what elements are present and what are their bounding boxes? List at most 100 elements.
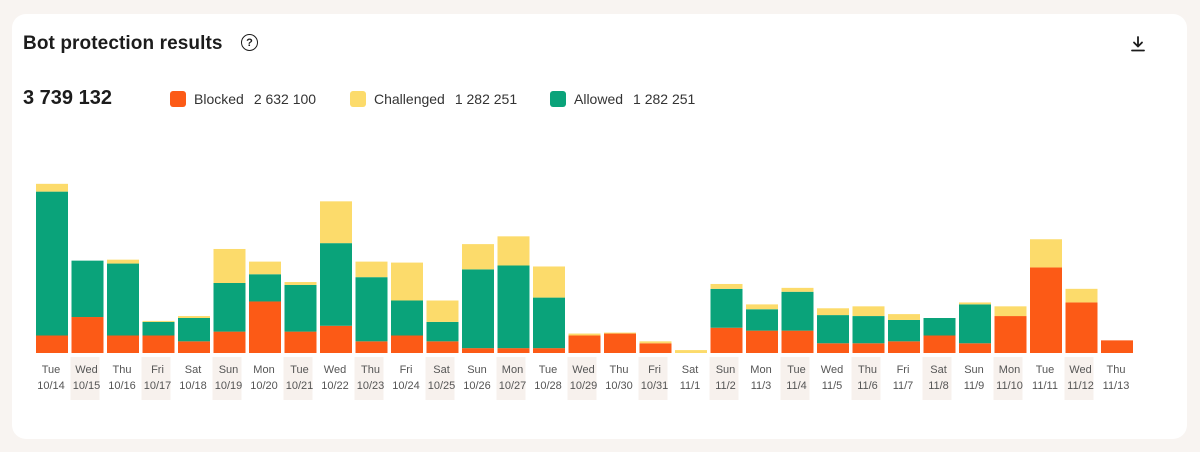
- bar-blocked-15[interactable]: [568, 335, 601, 354]
- bar-challenged-22[interactable]: [817, 308, 849, 316]
- bar-challenged-6[interactable]: [249, 261, 281, 275]
- bar-allowed-7[interactable]: [284, 284, 317, 332]
- bar-allowed-1[interactable]: [71, 260, 104, 318]
- bar-challenged-24[interactable]: [888, 314, 920, 320]
- bar-challenged-14[interactable]: [533, 266, 565, 298]
- bar-challenged-23[interactable]: [852, 306, 885, 317]
- bar-challenged-8[interactable]: [320, 201, 352, 244]
- bar-allowed-24[interactable]: [888, 319, 920, 342]
- bar-challenged-21[interactable]: [781, 287, 814, 292]
- bar-challenged-27[interactable]: [994, 306, 1027, 317]
- bar-challenged-15[interactable]: [568, 333, 601, 336]
- total-requests: 3 739 132: [23, 87, 112, 109]
- bar-challenged-19[interactable]: [710, 283, 743, 289]
- bar-challenged-11[interactable]: [426, 300, 459, 322]
- bar-challenged-5[interactable]: [213, 248, 246, 283]
- bar-blocked-30[interactable]: [1101, 340, 1133, 353]
- bar-challenged-13[interactable]: [497, 236, 530, 266]
- bar-blocked-28[interactable]: [1030, 267, 1062, 353]
- bar-challenged-7[interactable]: [284, 282, 317, 285]
- tick-label-day: Wed: [324, 364, 346, 376]
- bar-blocked-24[interactable]: [888, 341, 920, 353]
- bar-allowed-14[interactable]: [533, 297, 565, 349]
- bar-allowed-6[interactable]: [249, 274, 281, 302]
- bar-challenged-16[interactable]: [604, 332, 636, 334]
- bar-blocked-25[interactable]: [923, 335, 956, 354]
- bar-challenged-0[interactable]: [36, 183, 68, 192]
- bar-allowed-12[interactable]: [462, 269, 494, 349]
- bar-blocked-11[interactable]: [426, 341, 459, 353]
- bar-allowed-0[interactable]: [36, 191, 68, 336]
- tick-label-date: 11/1: [680, 380, 701, 392]
- download-icon[interactable]: [1129, 35, 1147, 53]
- bar-blocked-5[interactable]: [213, 331, 246, 353]
- bar-allowed-23[interactable]: [852, 316, 885, 344]
- bar-challenged-2[interactable]: [107, 259, 139, 264]
- tick-label-date: 11/4: [786, 380, 807, 392]
- bar-challenged-26[interactable]: [959, 302, 991, 305]
- bar-allowed-25[interactable]: [923, 318, 956, 336]
- bar-blocked-7[interactable]: [284, 331, 317, 353]
- bar-blocked-12[interactable]: [462, 348, 494, 353]
- bar-challenged-28[interactable]: [1030, 239, 1062, 268]
- bar-blocked-6[interactable]: [249, 301, 281, 353]
- bar-blocked-3[interactable]: [142, 335, 175, 354]
- bar-blocked-19[interactable]: [710, 327, 743, 353]
- tick-label-date: 10/29: [570, 380, 598, 392]
- bar-blocked-1[interactable]: [71, 317, 104, 353]
- bar-blocked-17[interactable]: [639, 343, 672, 353]
- bar-blocked-8[interactable]: [320, 325, 352, 353]
- bar-allowed-3[interactable]: [142, 321, 175, 336]
- tick-highlight: [851, 357, 881, 400]
- tick-highlight: [780, 357, 810, 400]
- bar-blocked-16[interactable]: [604, 333, 636, 353]
- bar-allowed-8[interactable]: [320, 243, 352, 326]
- bar-allowed-5[interactable]: [213, 283, 246, 332]
- tick-label-date: 11/9: [964, 380, 985, 392]
- bar-challenged-18[interactable]: [675, 350, 707, 353]
- bar-allowed-19[interactable]: [710, 288, 743, 328]
- bar-blocked-27[interactable]: [994, 316, 1027, 353]
- legend-value: 2 632 100: [253, 91, 317, 107]
- bar-allowed-20[interactable]: [746, 309, 778, 331]
- bar-challenged-17[interactable]: [639, 341, 672, 344]
- bar-allowed-4[interactable]: [178, 318, 210, 342]
- bar-allowed-22[interactable]: [817, 315, 849, 344]
- bar-challenged-9[interactable]: [355, 261, 388, 278]
- bar-blocked-26[interactable]: [959, 343, 991, 353]
- bar-blocked-2[interactable]: [107, 335, 139, 354]
- bar-allowed-21[interactable]: [781, 291, 814, 331]
- bar-blocked-22[interactable]: [817, 343, 849, 353]
- tick-highlight: [709, 357, 739, 400]
- card-title: Bot protection results: [23, 33, 223, 54]
- bar-challenged-20[interactable]: [746, 304, 778, 310]
- tick-label-day: Mon: [999, 364, 1020, 376]
- bar-allowed-9[interactable]: [355, 277, 388, 342]
- bar-allowed-13[interactable]: [497, 265, 530, 349]
- bar-blocked-9[interactable]: [355, 341, 388, 353]
- bar-allowed-11[interactable]: [426, 321, 459, 342]
- tick-label-day: Fri: [151, 364, 164, 376]
- bar-blocked-29[interactable]: [1065, 302, 1098, 353]
- tick-highlight: [922, 357, 952, 400]
- bar-challenged-3[interactable]: [142, 320, 175, 322]
- bar-allowed-10[interactable]: [391, 300, 423, 336]
- bar-blocked-20[interactable]: [746, 330, 778, 353]
- bar-blocked-23[interactable]: [852, 343, 885, 353]
- bar-blocked-13[interactable]: [497, 348, 530, 353]
- bar-allowed-26[interactable]: [959, 304, 991, 344]
- bar-challenged-10[interactable]: [391, 262, 423, 301]
- question-circle-icon[interactable]: ?: [241, 34, 258, 51]
- bar-blocked-21[interactable]: [781, 330, 814, 353]
- bar-blocked-4[interactable]: [178, 341, 210, 353]
- bar-allowed-2[interactable]: [107, 263, 139, 336]
- bar-blocked-14[interactable]: [533, 348, 565, 353]
- tick-label-date: 10/28: [534, 380, 562, 392]
- bar-challenged-4[interactable]: [178, 316, 210, 318]
- bar-blocked-10[interactable]: [391, 335, 423, 354]
- tick-label-day: Thu: [361, 364, 380, 376]
- tick-label-day: Wed: [572, 364, 594, 376]
- bar-challenged-29[interactable]: [1065, 288, 1098, 303]
- bar-blocked-0[interactable]: [36, 335, 68, 354]
- bar-challenged-12[interactable]: [462, 244, 494, 270]
